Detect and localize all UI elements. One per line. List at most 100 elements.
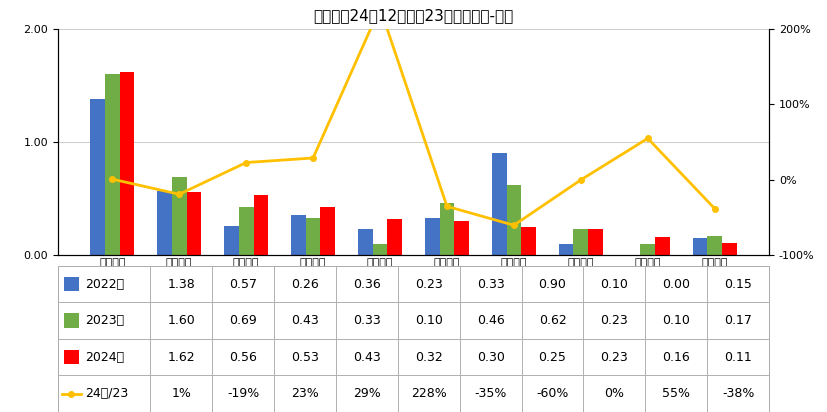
Bar [254,195,268,255]
Bar [460,302,522,339]
Bar [187,192,201,255]
Bar [387,219,402,255]
Bar [64,277,79,291]
Bar [584,302,645,339]
Text: 0.46: 0.46 [477,314,504,327]
Text: -60%: -60% [537,387,569,400]
Text: 228%: 228% [411,387,447,400]
Text: 0.25: 0.25 [538,351,566,364]
Bar [306,218,321,255]
Bar [274,375,336,412]
Bar [640,244,655,255]
Bar [274,339,336,375]
Bar [645,375,707,412]
Bar [151,266,213,302]
Text: 0.90: 0.90 [538,278,566,290]
Bar [291,215,306,255]
Text: 24年/23: 24年/23 [85,387,128,400]
Bar [151,375,213,412]
Bar [454,222,469,255]
Text: 0.33: 0.33 [353,314,380,327]
Text: 0.26: 0.26 [291,278,319,290]
Bar [440,204,454,255]
Text: 0.62: 0.62 [538,314,566,327]
Text: 2024年: 2024年 [85,351,124,364]
Text: 0%: 0% [605,387,624,400]
Bar [645,302,707,339]
Bar [559,244,573,255]
Text: 29%: 29% [353,387,380,400]
Text: -38%: -38% [722,387,754,400]
Text: -35%: -35% [475,387,507,400]
Bar [274,266,336,302]
Text: 1%: 1% [171,387,191,400]
Text: 0.56: 0.56 [229,351,257,364]
Text: 1.60: 1.60 [167,314,195,327]
Text: 0.10: 0.10 [415,314,442,327]
Bar [336,266,398,302]
Bar [707,266,769,302]
Bar [58,339,151,375]
Bar [172,177,187,255]
Bar [588,229,603,255]
Text: 0.10: 0.10 [662,314,691,327]
Text: 0.11: 0.11 [724,351,752,364]
Bar [274,302,336,339]
Bar [398,302,460,339]
Text: 0.69: 0.69 [229,314,257,327]
Text: 0.00: 0.00 [662,278,691,290]
Text: 0.10: 0.10 [600,278,629,290]
Bar [336,375,398,412]
Bar [358,229,373,255]
Bar [398,266,460,302]
Bar [707,302,769,339]
Bar [239,207,254,255]
Bar [58,375,151,412]
Bar [460,339,522,375]
Bar [157,191,172,255]
Text: -19%: -19% [227,387,260,400]
Text: 0.36: 0.36 [353,278,380,290]
Bar [58,302,151,339]
Bar [213,375,274,412]
Text: 0.43: 0.43 [291,314,319,327]
Bar [460,266,522,302]
Bar [584,375,645,412]
Bar [120,72,135,255]
Bar [584,339,645,375]
Bar [64,350,79,365]
Bar [584,266,645,302]
Bar [492,154,506,255]
Bar [336,302,398,339]
Bar [522,375,584,412]
Text: 0.23: 0.23 [415,278,442,290]
Text: 0.23: 0.23 [600,314,629,327]
Bar [64,313,79,328]
Text: 2022年: 2022年 [85,278,124,290]
Bar [707,236,722,255]
Bar [213,302,274,339]
Bar [398,375,460,412]
Text: 0.33: 0.33 [477,278,504,290]
Text: 0.57: 0.57 [229,278,257,290]
Text: 0.32: 0.32 [415,351,442,364]
Bar [645,339,707,375]
Bar [573,229,588,255]
Text: 0.16: 0.16 [662,351,691,364]
Text: 0.23: 0.23 [600,351,629,364]
Bar [224,226,239,255]
Text: 0.43: 0.43 [353,351,380,364]
Bar [645,266,707,302]
Bar [460,375,522,412]
Bar [722,243,737,255]
Bar [522,266,584,302]
Text: 55%: 55% [662,387,691,400]
Bar [521,227,536,255]
Bar [90,99,105,255]
Bar [655,237,670,255]
Bar [425,218,440,255]
Bar [213,266,274,302]
Bar [373,244,387,255]
Text: 1.38: 1.38 [167,278,195,290]
Bar [398,339,460,375]
